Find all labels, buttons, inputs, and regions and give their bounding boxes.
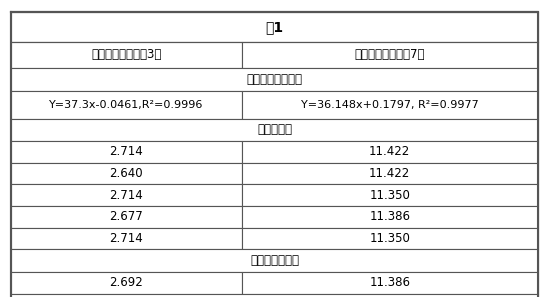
Bar bbox=[11, 206, 242, 228]
Bar bbox=[242, 228, 538, 249]
Text: 11.386: 11.386 bbox=[369, 211, 410, 223]
Bar bbox=[242, 163, 538, 184]
Text: 2.692: 2.692 bbox=[109, 277, 143, 289]
Text: 样品测定值: 样品测定值 bbox=[257, 124, 292, 136]
Bar bbox=[11, 141, 242, 163]
Bar bbox=[242, 206, 538, 228]
Bar bbox=[11, 184, 242, 206]
Bar bbox=[242, 184, 538, 206]
Text: 糖浆样品（实施例7）: 糖浆样品（实施例7） bbox=[355, 48, 425, 61]
Bar bbox=[11, 249, 538, 272]
Text: 工作曲线回归方程: 工作曲线回归方程 bbox=[247, 73, 302, 86]
Bar bbox=[11, 91, 242, 119]
Text: Y=37.3x-0.0461,R²=0.9996: Y=37.3x-0.0461,R²=0.9996 bbox=[49, 100, 204, 110]
Text: Y=36.148x+0.1797, R²=0.9977: Y=36.148x+0.1797, R²=0.9977 bbox=[301, 100, 479, 110]
Text: 2.677: 2.677 bbox=[109, 211, 143, 223]
Bar bbox=[242, 272, 538, 294]
Bar bbox=[11, 42, 242, 68]
Bar bbox=[242, 42, 538, 68]
Bar bbox=[11, 119, 538, 141]
Bar bbox=[242, 91, 538, 119]
Text: 11.422: 11.422 bbox=[369, 167, 411, 180]
Text: 样品平均测定值: 样品平均测定值 bbox=[250, 254, 299, 267]
Text: 表1: 表1 bbox=[265, 20, 284, 34]
Text: 11.350: 11.350 bbox=[369, 189, 410, 202]
Bar bbox=[11, 68, 538, 91]
Text: 蔗汁样品（实施例3）: 蔗汁样品（实施例3） bbox=[91, 48, 161, 61]
Bar bbox=[11, 272, 242, 294]
Text: 2.714: 2.714 bbox=[109, 232, 143, 245]
Text: 11.350: 11.350 bbox=[369, 232, 410, 245]
Bar bbox=[11, 12, 538, 42]
Bar bbox=[11, 228, 242, 249]
Bar bbox=[242, 141, 538, 163]
Text: 11.422: 11.422 bbox=[369, 146, 411, 158]
Text: 2.714: 2.714 bbox=[109, 146, 143, 158]
Bar bbox=[11, 294, 538, 297]
Bar bbox=[11, 163, 242, 184]
Text: 2.714: 2.714 bbox=[109, 189, 143, 202]
Text: 11.386: 11.386 bbox=[369, 277, 410, 289]
Text: 2.640: 2.640 bbox=[109, 167, 143, 180]
